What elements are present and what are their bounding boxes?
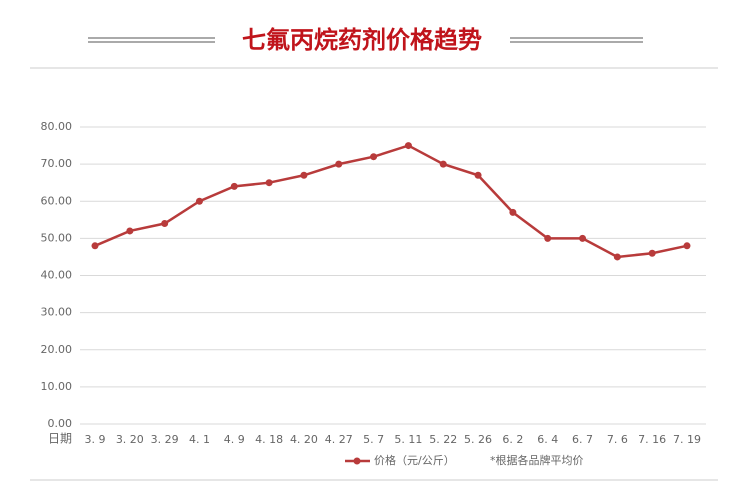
y-tick-label: 0.00 — [48, 417, 73, 430]
y-tick-label: 20.00 — [41, 343, 73, 356]
y-tick-label: 80.00 — [41, 120, 73, 133]
x-tick-label: 6. 2 — [502, 433, 523, 446]
x-tick-label: 5. 11 — [394, 433, 422, 446]
y-tick-label: 70.00 — [41, 157, 73, 170]
y-tick-label: 50.00 — [41, 231, 73, 244]
point — [474, 171, 482, 179]
x-tick-label: 4. 20 — [290, 433, 318, 446]
point — [648, 249, 656, 257]
y-tick-label: 30.00 — [41, 306, 73, 319]
y-tick-label: 40.00 — [41, 269, 73, 282]
point — [91, 242, 99, 250]
x-tick-label: 4. 9 — [224, 433, 245, 446]
point — [439, 160, 447, 168]
x-tick-label: 6. 4 — [537, 433, 558, 446]
x-tick-label: 3. 20 — [116, 433, 144, 446]
x-tick-label: 5. 26 — [464, 433, 492, 446]
point — [195, 197, 203, 205]
point — [404, 142, 412, 150]
x-tick-label: 4. 1 — [189, 433, 210, 446]
point — [613, 253, 621, 261]
x-tick-label: 3. 9 — [85, 433, 106, 446]
series-line — [94, 144, 688, 259]
note: *根据各品牌平均价 — [490, 453, 584, 467]
point — [335, 160, 343, 168]
x-tick-label: 4. 27 — [325, 433, 353, 446]
point — [230, 182, 238, 190]
x-tick-label: 7. 16 — [638, 433, 666, 446]
point — [579, 234, 587, 242]
point — [509, 208, 517, 216]
point — [300, 171, 308, 179]
point — [544, 234, 552, 242]
x-tick-label: 5. 22 — [429, 433, 457, 446]
y-tick-label: 60.00 — [41, 194, 73, 207]
y-tick-label: 10.00 — [41, 380, 73, 393]
x-tick-label: 4. 18 — [255, 433, 283, 446]
point — [370, 153, 378, 161]
point — [683, 242, 691, 250]
x-tick-label: 7. 19 — [673, 433, 701, 446]
point — [161, 220, 169, 228]
legend-marker — [353, 457, 361, 465]
x-axis-label: 日期 — [48, 432, 72, 446]
x-tick-label: 3. 29 — [151, 433, 179, 446]
x-tick-label: 7. 6 — [607, 433, 628, 446]
chart-title: 七氟丙烷药剂价格趋势 — [242, 26, 482, 54]
x-tick-label: 6. 7 — [572, 433, 593, 446]
point — [126, 227, 134, 235]
point — [265, 179, 273, 187]
legend-label: 价格（元/公斤） — [374, 453, 455, 467]
x-tick-label: 5. 7 — [363, 433, 384, 446]
